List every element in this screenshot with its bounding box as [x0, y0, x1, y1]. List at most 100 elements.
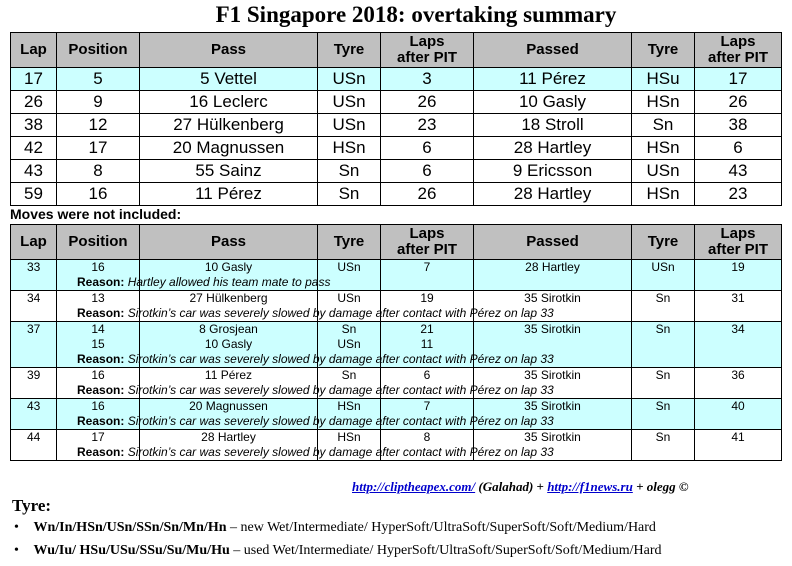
tyre-legend-new: • Wn/In/HSn/USn/SSn/Sn/Mn/Hn – new Wet/I…: [14, 520, 656, 536]
cell-laps2: 41: [694, 429, 782, 461]
header-tyre-passed: Tyre: [631, 224, 695, 260]
excluded-moves-table: Lap Position Pass Tyre Laps after PIT Pas…: [10, 224, 782, 461]
cell-laps: 21 11: [380, 321, 474, 368]
cell-passed: 35 Sirotkin: [473, 398, 632, 430]
spacer: [12, 445, 56, 460]
value-passed: 35 Sirotkin: [524, 322, 581, 337]
cell-tyre: USn: [317, 90, 381, 114]
spacer: [696, 352, 781, 367]
cell-tyre: HSn: [317, 398, 381, 430]
cell-position: 5: [56, 67, 140, 91]
value-passed: 35 Sirotkin: [524, 291, 581, 306]
cell-lap: 33: [10, 259, 57, 291]
spacer: Reason: Hartley allowed his team mate to…: [57, 275, 330, 290]
cell-position: 16 Reason: Sirotkin’s car was severely sl…: [56, 367, 554, 399]
cell-tyre2: Sn: [631, 290, 695, 322]
reason-text: Hartley allowed his team mate to pass: [127, 275, 331, 289]
f1news-link[interactable]: http://f1news.ru: [547, 479, 633, 494]
extra-value-pass: 10 Gasly: [204, 337, 253, 351]
value-passed: 35 Sirotkin: [524, 430, 581, 445]
spacer: [12, 337, 56, 352]
table-header-row: Lap Position Pass Tyre Laps after PIT Pas…: [10, 224, 782, 260]
cell-tyre2: HSn: [631, 136, 695, 160]
cell-position: 13 Reason: Sirotkin’s car was severely sl…: [56, 290, 554, 322]
credits: http://cliptheapex.com/ (Galahad) + http…: [352, 479, 689, 495]
cell-position: 9: [56, 90, 140, 114]
cell-passed: 28 Hartley: [473, 182, 632, 206]
value-passed: 35 Sirotkin: [524, 368, 581, 383]
reason-text: Sirotkin’s car was severely slowed by da…: [127, 306, 554, 320]
cell-passed: 28 Hartley: [473, 259, 632, 291]
cell-tyre2: HSu: [631, 67, 695, 91]
reason-text: Sirotkin’s car was severely slowed by da…: [127, 445, 554, 459]
header-laps-after-pit: Laps after PIT: [380, 224, 474, 260]
tyre-used-codes: Wu/Iu/ HSu/USu/SSu/Su/Mu/Hu: [33, 543, 230, 558]
cell-tyre2: USn: [631, 259, 695, 291]
cliptheapex-link[interactable]: http://cliptheapex.com/: [352, 479, 476, 494]
credits-author: (Galahad): [478, 479, 534, 494]
spacer: [696, 337, 781, 352]
value-pass: 11 Pérez: [204, 368, 253, 383]
cell-pass: 10 Gasly: [139, 259, 318, 291]
cell-passed: 9 Ericsson: [473, 159, 632, 183]
cell-pass: 11 Pérez: [139, 182, 318, 206]
header-pass: Pass: [139, 224, 318, 260]
cell-laps2: 40: [694, 398, 782, 430]
cell-tyre: Sn: [317, 367, 381, 399]
value-tyre: Sn: [341, 368, 357, 383]
value-laps2: 36: [731, 368, 745, 383]
header-tyre: Tyre: [317, 32, 381, 68]
cell-tyre: HSn: [317, 429, 381, 461]
cell-lap: 39: [10, 367, 57, 399]
reason-label: Reason:: [77, 383, 125, 397]
value-laps2: 34: [731, 322, 745, 337]
cell-tyre: USn: [317, 67, 381, 91]
spacer: [633, 352, 694, 367]
reason-label: Reason:: [77, 414, 125, 428]
cell-tyre2: HSn: [631, 90, 695, 114]
cell-laps: 7: [380, 398, 474, 430]
cell-tyre: Sn USn: [317, 321, 381, 368]
cell-laps: 7: [380, 259, 474, 291]
spacer: [696, 306, 781, 321]
cell-tyre: HSn: [317, 136, 381, 160]
header-tyre: Tyre: [317, 224, 381, 260]
value-laps: 7: [423, 260, 431, 275]
cell-tyre2: HSn: [631, 182, 695, 206]
spacer: Reason: Sirotkin’s car was severely slow…: [57, 306, 554, 321]
spacer: [696, 383, 781, 398]
value-laps: 6: [423, 368, 431, 383]
cell-passed: 10 Gasly: [473, 90, 632, 114]
value-pass: 28 Hartley: [201, 430, 256, 445]
tyre-legend-heading: Tyre:: [12, 496, 52, 515]
header-lap: Lap: [10, 32, 57, 68]
value-laps: 21: [420, 322, 434, 337]
value-laps2: 41: [731, 430, 745, 445]
cell-pass: 8 Grosjean 10 Gasly: [139, 321, 318, 368]
spacer: [633, 414, 694, 429]
table-row: 59 16 11 Pérez Sn 26 28 Hartley HSn 23: [10, 182, 782, 206]
not-included-label: Moves were not included:: [10, 206, 182, 222]
cell-pass: 5 Vettel: [139, 67, 318, 91]
spacer: [633, 275, 694, 290]
credits-plus: +: [536, 479, 544, 494]
cell-lap: 17: [10, 67, 57, 91]
reason-label: Reason:: [77, 275, 125, 289]
value-pass: 10 Gasly: [204, 260, 253, 275]
cell-laps2: 17: [694, 67, 782, 91]
value-tyre2: Sn: [655, 430, 671, 445]
cell-laps: 26: [380, 182, 474, 206]
cell-tyre2: Sn: [631, 429, 695, 461]
cell-laps: 6: [380, 136, 474, 160]
reason-label: Reason:: [77, 306, 125, 320]
value-lap: 33: [27, 260, 41, 275]
cell-lap: 43: [10, 398, 57, 430]
reason-line: Reason: Hartley allowed his team mate to…: [77, 275, 330, 290]
cell-tyre: Sn: [317, 159, 381, 183]
cell-tyre2: USn: [631, 159, 695, 183]
overtaking-table: Lap Position Pass Tyre Laps after PIT Pas…: [10, 32, 782, 206]
value-laps2: 40: [731, 399, 745, 414]
cell-laps: 26: [380, 90, 474, 114]
cell-lap: 26: [10, 90, 57, 114]
value-laps2: 31: [731, 291, 745, 306]
